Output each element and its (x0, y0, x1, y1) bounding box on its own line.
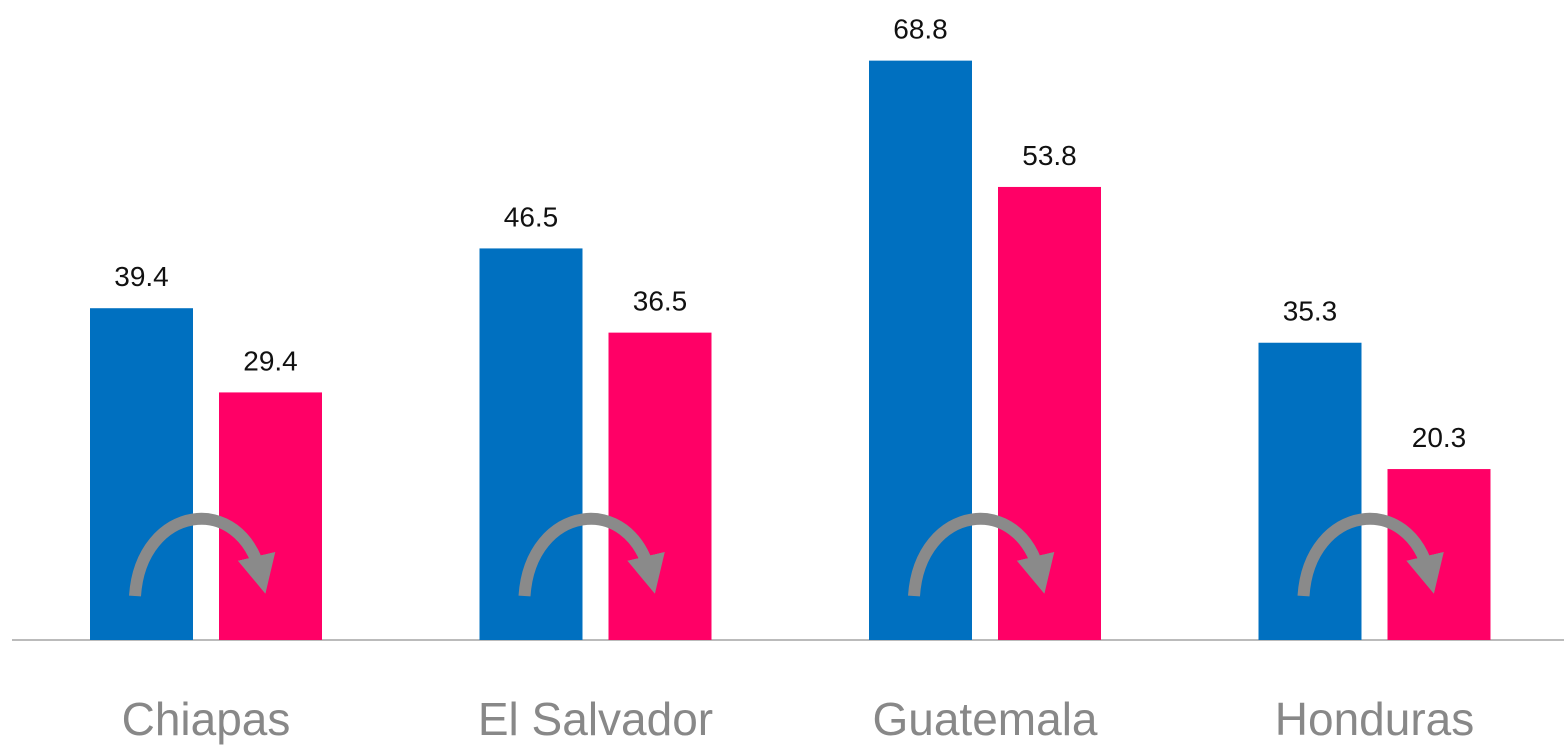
bar (1387, 469, 1491, 640)
value-label: 39.4 (114, 261, 169, 292)
arrow (518, 512, 665, 597)
bar (1258, 342, 1362, 640)
bar (219, 392, 322, 640)
bar (869, 60, 972, 640)
value-label: 53.8 (1022, 140, 1077, 171)
bar (998, 186, 1101, 640)
value-label: 29.4 (243, 345, 298, 376)
x-tick-label: Guatemala (872, 693, 1097, 745)
value-label: 36.5 (633, 286, 688, 317)
x-tick-label: Honduras (1275, 693, 1474, 745)
value-label: 20.3 (1412, 422, 1467, 453)
value-label: 46.5 (504, 201, 559, 232)
arrow (908, 512, 1055, 597)
bar (608, 332, 712, 640)
arrow (1297, 512, 1444, 597)
x-tick-label: El Salvador (478, 693, 713, 745)
x-tick-label: Chiapas (122, 693, 291, 745)
value-label: 68.8 (893, 14, 948, 45)
arrow (129, 512, 276, 597)
value-label: 35.3 (1283, 296, 1338, 327)
